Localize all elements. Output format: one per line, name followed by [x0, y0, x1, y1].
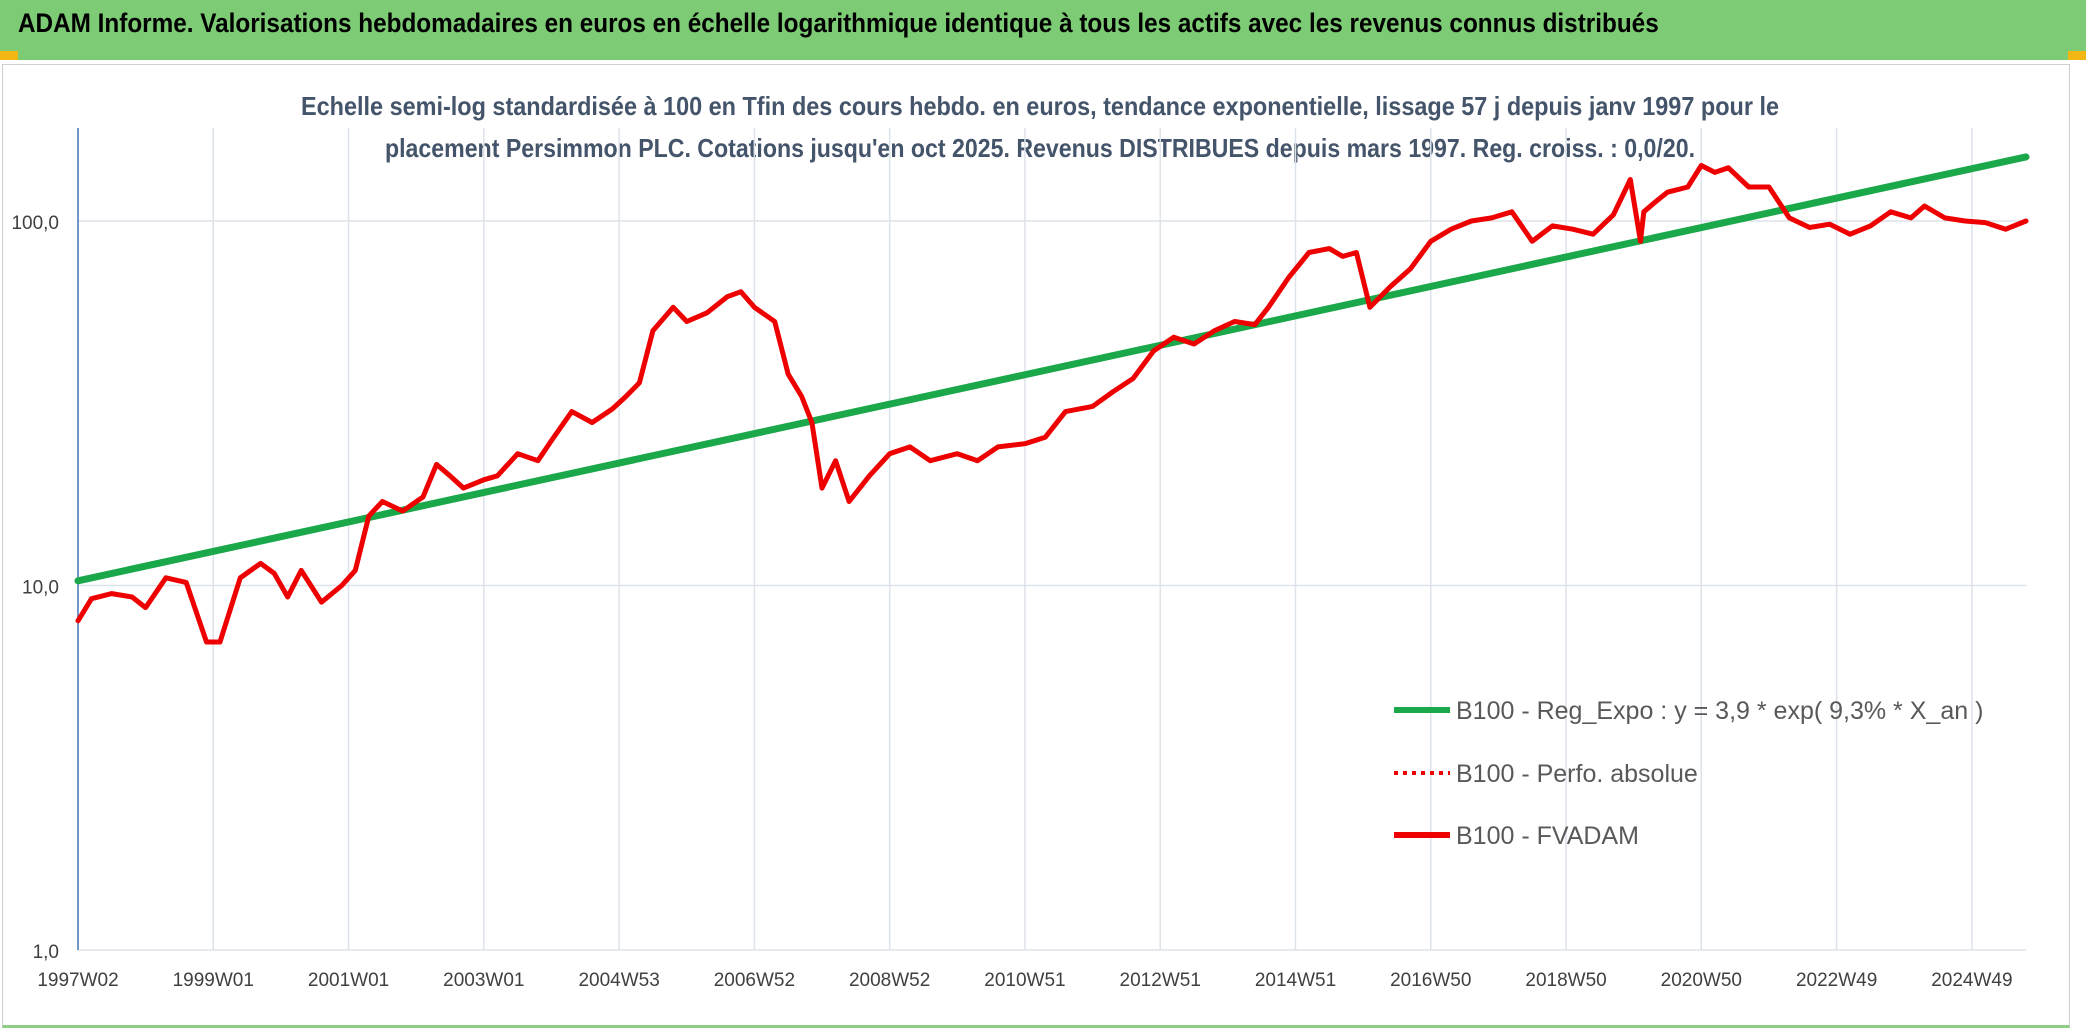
chart-title-line-2: placement Persimmon PLC. Cotations jusqu…	[385, 133, 1695, 163]
y-tick-label: 100,0	[11, 213, 59, 234]
legend-label: B100 - FVADAM	[1456, 822, 1639, 850]
x-tick-label: 1999W01	[173, 970, 254, 991]
x-tick-label: 2016W50	[1390, 970, 1471, 991]
x-tick-label: 2006W52	[714, 970, 795, 991]
chart-title-line-1: Echelle semi-log standardisée à 100 en T…	[301, 91, 1779, 121]
x-tick-label: 2022W49	[1796, 970, 1877, 991]
y-tick-label: 10,0	[22, 578, 59, 599]
x-tick-label: 1997W02	[37, 970, 118, 991]
x-tick-label: 2014W51	[1255, 970, 1336, 991]
corner-accent-right	[2068, 51, 2086, 60]
x-axis: 1997W02 1999W01 2001W01 2003W01 2004W53 2006W…	[37, 970, 2012, 991]
x-tick-label: 2018W50	[1525, 970, 1606, 991]
report-title: ADAM Informe. Valorisations hebdomadaire…	[18, 8, 1659, 38]
y-axis: 1,0 10,0 100,0	[11, 128, 79, 963]
fvadam-line	[75, 163, 2029, 645]
x-tick-label: 2008W52	[849, 970, 930, 991]
x-tick-label: 2020W50	[1661, 970, 1742, 991]
legend-label: B100 - Reg_Expo : y = 3,9 * exp( 9,3% * …	[1456, 697, 1983, 725]
x-tick-label: 2012W51	[1120, 970, 1201, 991]
plot-area	[74, 153, 2030, 645]
x-tick-label: 2024W49	[1931, 970, 2012, 991]
corner-accent-left	[0, 51, 18, 60]
x-tick-label: 2001W01	[308, 970, 389, 991]
y-tick-label: 1,0	[33, 942, 59, 963]
report-header: ADAM Informe. Valorisations hebdomadaire…	[0, 0, 2086, 60]
x-tick-label: 2003W01	[443, 970, 524, 991]
chart-frame	[2, 64, 2070, 1028]
legend: B100 - Reg_Expo : y = 3,9 * exp( 9,3% * …	[1394, 697, 1983, 850]
legend-label: B100 - Perfo. absolue	[1456, 760, 1698, 788]
x-tick-label: 2004W53	[578, 970, 659, 991]
x-tick-label: 2010W51	[984, 970, 1065, 991]
gridlines	[77, 128, 2026, 951]
